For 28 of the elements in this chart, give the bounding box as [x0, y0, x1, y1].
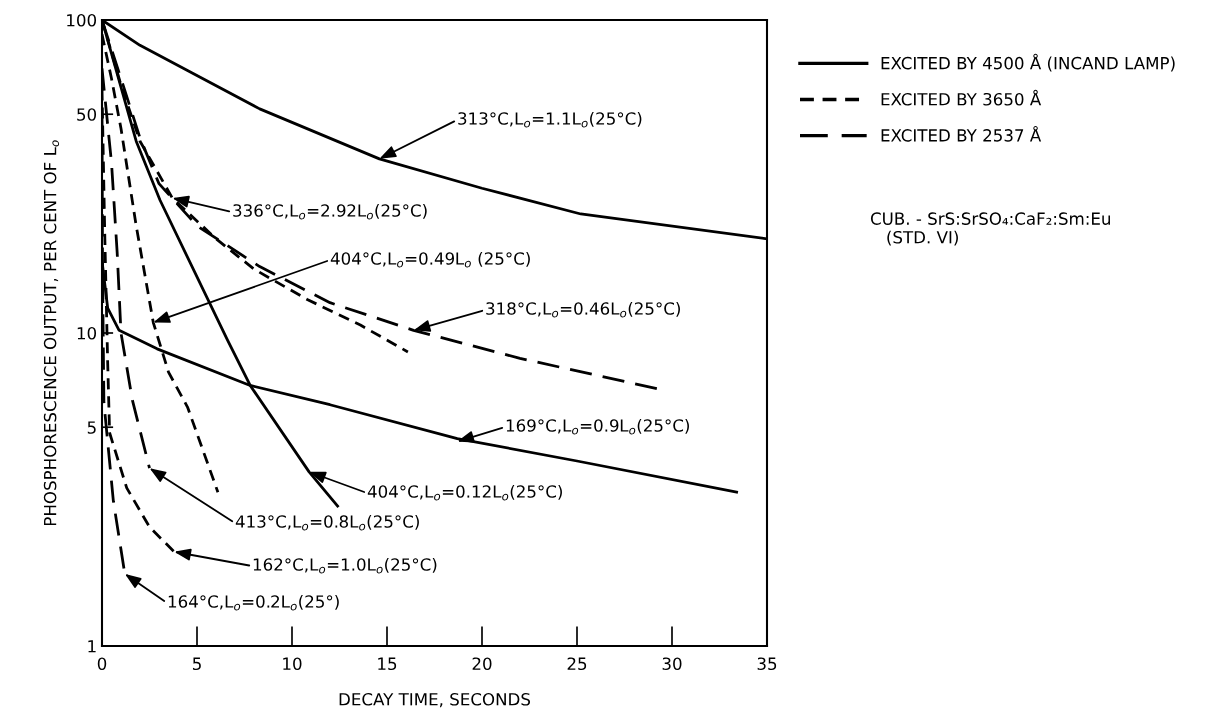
x-tick-label: 0 [97, 657, 107, 671]
x-axis-title: DECAY TIME, SECONDS [339, 692, 531, 708]
annotation: 404°C,L$_{o}$=0.49L$_{o}$ (25°C) [330, 251, 530, 268]
y-tick-label: 50 [77, 108, 97, 121]
x-tick-label: 10 [283, 657, 302, 671]
x-tick-label: 30 [662, 657, 682, 671]
legend-label: EXCITED BY 2537 Å [881, 125, 1042, 142]
y-tick-label: 100 [67, 13, 97, 27]
y-tick-label: 10 [77, 326, 97, 340]
y-axis-title: PHOSPHORESCENCE OUTPUT, PER CENT OF L$_{o}$ [43, 140, 60, 526]
annotation: 318°C,L$_{o}$=0.46L$_{o}$(25°C) [486, 301, 680, 318]
legend-label: EXCITED BY 3650 Å [881, 89, 1042, 106]
annotation: 413°C,L$_{o}$=0.8L$_{o}$(25°C) [235, 514, 419, 531]
x-tick-label: 15 [378, 657, 397, 671]
x-tick-label: 25 [567, 657, 587, 671]
x-tick-label: 5 [192, 657, 201, 671]
annotation: 164°C,L$_{o}$=0.2L$_{o}$(25°) [168, 594, 339, 611]
annotation: 162°C,L$_{o}$=1.0L$_{o}$(25°C) [253, 557, 437, 574]
x-tick-label: 20 [472, 657, 492, 671]
legend-label: EXCITED BY 4500 Å (INCAND LAMP) [881, 53, 1175, 72]
annotation: 404°C,L$_{o}$=0.12L$_{o}$(25°C) [367, 484, 562, 501]
y-tick-label: 1 [88, 640, 96, 653]
text: CUB. - SrS:SrSO₄:CaF₂:Sm:Eu (STD. VI) [870, 212, 1110, 246]
x-tick-label: 35 [757, 657, 777, 671]
annotation: 313°C,L$_{o}$=1.1L$_{o}$(25°C) [458, 111, 642, 128]
annotation: 169°C,L$_{o}$=0.9L$_{o}$(25°C) [506, 418, 689, 435]
y-tick-label: 5 [87, 421, 96, 434]
annotation: 336°C,L$_{o}$=2.92L$_{o}$(25°C) [233, 203, 427, 220]
